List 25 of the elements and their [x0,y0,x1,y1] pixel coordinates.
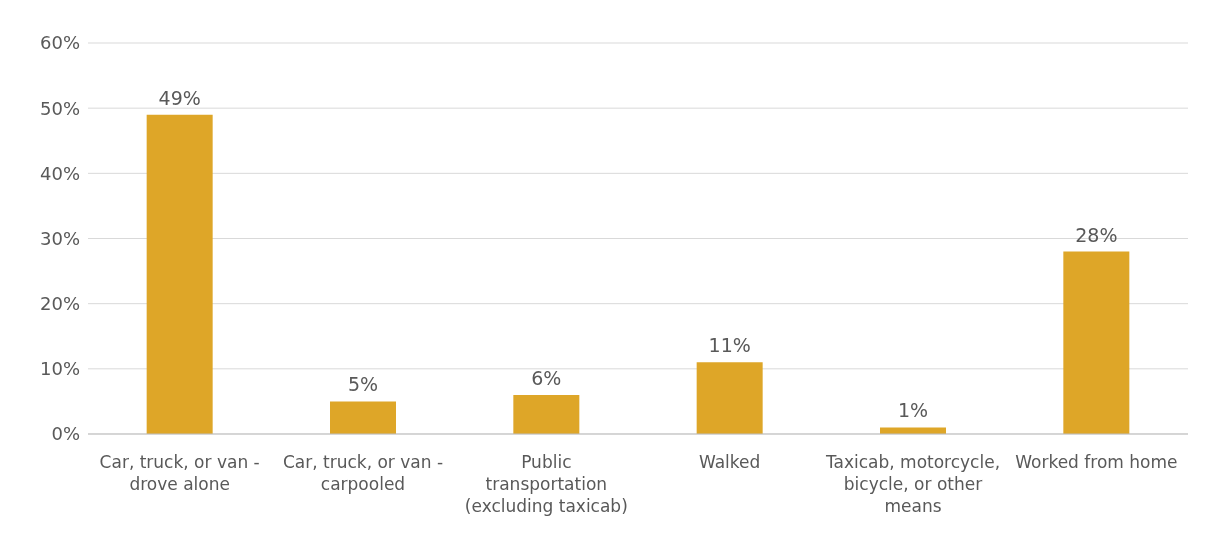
y-tick-label: 40% [39,162,80,184]
x-tick-label: Walked [698,452,761,472]
data-label: 11% [708,334,751,357]
x-tick-label: Worked from home [1015,452,1178,472]
y-tick-label: 10% [39,358,80,380]
x-tick-label: Taxicab, motorcycle, bicycle, or other means [824,452,1001,516]
data-label: 49% [158,86,201,109]
x-tick-label: Car, truck, or van - carpooled [282,452,444,494]
bar [696,362,763,434]
bar [880,427,946,434]
data-label: 28% [1075,223,1118,246]
data-label: 5% [347,373,379,396]
data-label: 6% [531,366,562,389]
bar [513,394,580,434]
y-tick-label: 60% [39,32,80,54]
y-tick-label: 0% [51,423,80,445]
y-tick-label: 30% [39,227,80,249]
bar [146,114,213,434]
y-tick-label: 50% [39,97,80,119]
x-tick-label: Car, truck, or van - drove alone [99,452,260,494]
y-tick-label: 20% [39,293,80,315]
x-tick-label: Public transportation (excluding taxicab) [464,452,628,516]
bar [330,401,396,434]
bar [1063,251,1130,434]
data-label: 1% [897,399,929,422]
